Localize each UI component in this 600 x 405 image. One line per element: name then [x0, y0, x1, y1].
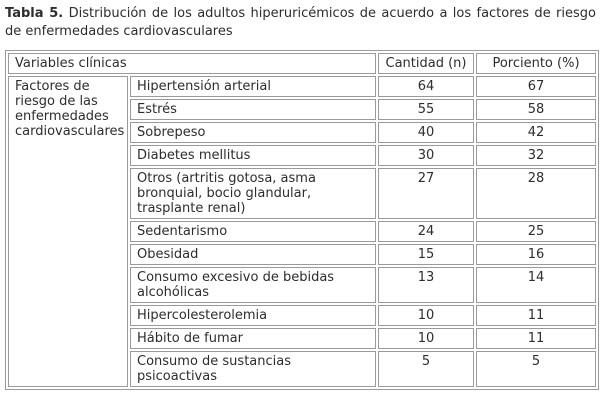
table-row: Hipercolesterolemia 10 11	[8, 305, 596, 326]
table-caption-text: Distribución de los adultos hiperuricémi…	[5, 6, 596, 39]
count-cell: 13	[378, 267, 474, 303]
header-cell-porciento: Porciento (%)	[476, 53, 596, 74]
table-row: Obesidad 15 16	[8, 244, 596, 265]
count-cell: 30	[378, 145, 474, 166]
percent-cell: 5	[476, 351, 596, 387]
percent-cell: 32	[476, 145, 596, 166]
table-row: Diabetes mellitus 30 32	[8, 145, 596, 166]
factor-cell: Otros (artritis gotosa, asma bronquial, …	[130, 168, 376, 219]
factor-cell: Sobrepeso	[130, 122, 376, 143]
factor-cell: Hipercolesterolemia	[130, 305, 376, 326]
percent-cell: 67	[476, 76, 596, 97]
factor-cell: Diabetes mellitus	[130, 145, 376, 166]
count-cell: 10	[378, 328, 474, 349]
table-row: Otros (artritis gotosa, asma bronquial, …	[8, 168, 596, 219]
table-row: Sobrepeso 40 42	[8, 122, 596, 143]
count-cell: 24	[378, 221, 474, 242]
count-cell: 10	[378, 305, 474, 326]
percent-cell: 28	[476, 168, 596, 219]
group-label-cell: Factores de riesgo de las enfermedades c…	[8, 76, 128, 387]
count-cell: 15	[378, 244, 474, 265]
percent-cell: 16	[476, 244, 596, 265]
table-row: Hábito de fumar 10 11	[8, 328, 596, 349]
percent-cell: 11	[476, 328, 596, 349]
factor-cell: Sedentarismo	[130, 221, 376, 242]
factor-cell: Consumo excesivo de bebidas alcohólicas	[130, 267, 376, 303]
table-row: Consumo excesivo de bebidas alcohólicas …	[8, 267, 596, 303]
table-caption-label: Tabla 5.	[5, 6, 64, 21]
table-caption: Tabla 5. Distribución de los adultos hip…	[5, 5, 596, 41]
risk-factors-table: Variables clínicas Cantidad (n) Porcient…	[5, 50, 599, 390]
header-cell-variables: Variables clínicas	[8, 53, 376, 74]
percent-cell: 11	[476, 305, 596, 326]
count-cell: 5	[378, 351, 474, 387]
count-cell: 40	[378, 122, 474, 143]
percent-cell: 42	[476, 122, 596, 143]
percent-cell: 58	[476, 99, 596, 120]
header-row: Variables clínicas Cantidad (n) Porcient…	[8, 53, 596, 74]
table-row: Estrés 55 58	[8, 99, 596, 120]
count-cell: 64	[378, 76, 474, 97]
header-cell-cantidad: Cantidad (n)	[378, 53, 474, 74]
percent-cell: 25	[476, 221, 596, 242]
article-table-section: Tabla 5. Distribución de los adultos hip…	[5, 5, 599, 390]
factor-cell: Estrés	[130, 99, 376, 120]
table-row: Consumo de sustancias psicoactivas 5 5	[8, 351, 596, 387]
count-cell: 27	[378, 168, 474, 219]
factor-cell: Obesidad	[130, 244, 376, 265]
count-cell: 55	[378, 99, 474, 120]
table-row: Sedentarismo 24 25	[8, 221, 596, 242]
factor-cell: Hipertensión arterial	[130, 76, 376, 97]
table-row: Factores de riesgo de las enfermedades c…	[8, 76, 596, 387]
percent-cell: 14	[476, 267, 596, 303]
factor-cell: Consumo de sustancias psicoactivas	[130, 351, 376, 387]
factor-cell: Hábito de fumar	[130, 328, 376, 349]
